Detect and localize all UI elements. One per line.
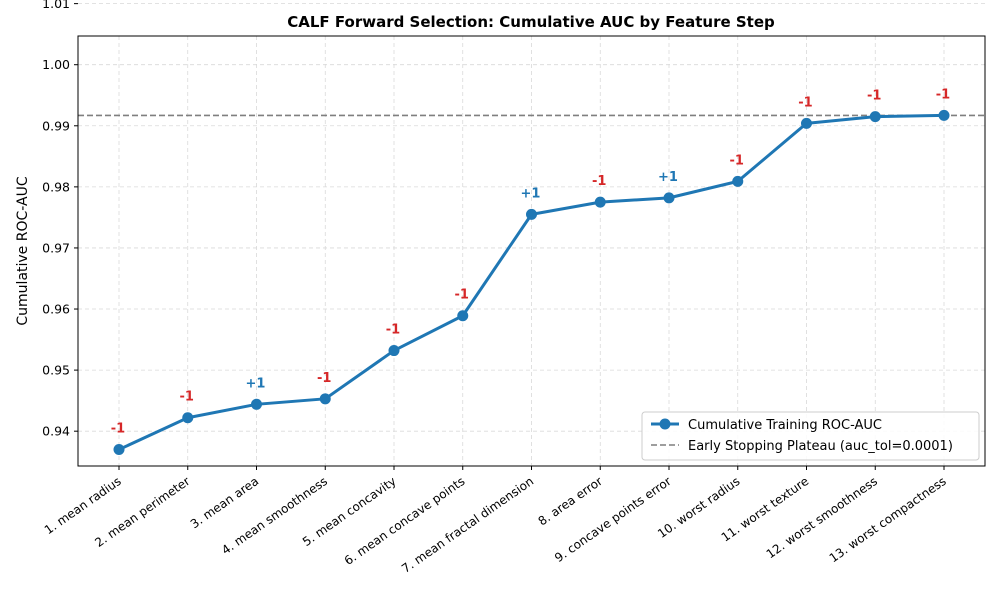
- y-tick-label: 0.98: [42, 179, 70, 194]
- sign-label: +1: [521, 186, 541, 201]
- x-tick-label: 3. mean area: [188, 474, 261, 531]
- y-tick-label: 0.99: [42, 118, 70, 133]
- data-point: [938, 109, 950, 121]
- x-tick-label: 9. concave points error: [552, 474, 674, 565]
- sign-label: -1: [111, 422, 125, 437]
- sign-label: -1: [936, 87, 950, 102]
- y-tick-label: 0.94: [42, 424, 70, 439]
- sign-label: -1: [867, 89, 881, 104]
- data-point: [869, 111, 881, 123]
- sign-label: -1: [798, 95, 812, 110]
- data-point: [457, 310, 469, 322]
- sign-label: +1: [658, 170, 678, 185]
- y-axis-label: Cumulative ROC-AUC: [15, 176, 31, 325]
- data-point: [388, 345, 400, 357]
- sign-label: -1: [455, 288, 469, 303]
- sign-label: -1: [180, 390, 194, 405]
- chart-title: CALF Forward Selection: Cumulative AUC b…: [287, 13, 775, 31]
- legend: Cumulative Training ROC-AUC Early Stoppi…: [641, 411, 980, 461]
- x-tick-label: 12. worst smoothness: [764, 474, 880, 561]
- sign-labels: -1 -1 +1 -1 -1 -1 +1 -1 +1 -1 -1 -1 -1: [111, 87, 950, 436]
- y-tick-label: 0.97: [42, 240, 70, 255]
- data-point: [526, 208, 537, 220]
- x-tick-label: 6. mean concave points: [342, 474, 468, 568]
- sign-label: -1: [317, 371, 331, 386]
- sign-label: +1: [246, 376, 266, 391]
- data-point: [113, 444, 125, 456]
- sign-label: -1: [730, 153, 744, 168]
- sign-label: -1: [386, 323, 400, 338]
- grid: [78, 3, 985, 466]
- y-tick-label: 0.96: [42, 302, 70, 317]
- data-point: [663, 192, 675, 204]
- x-tick-label: 13. worst compactness: [827, 474, 949, 565]
- legend-box: [641, 411, 980, 461]
- series-layer: [113, 109, 950, 456]
- x-tick-label: 7. mean fractal dimension: [399, 474, 536, 576]
- y-ticks: 0.94 0.95 0.96 0.97 0.98 0.99 1.00 1.01: [42, 0, 78, 439]
- data-point: [594, 196, 606, 208]
- sign-label: -1: [592, 174, 606, 189]
- x-tick-label: 8. area error: [536, 474, 605, 528]
- data-point: [182, 412, 194, 424]
- y-tick-label: 1.01: [42, 0, 70, 11]
- legend-series-marker: [659, 418, 671, 430]
- data-point: [732, 175, 744, 187]
- legend-series-label: Cumulative Training ROC-AUC: [688, 418, 882, 433]
- data-point: [801, 117, 812, 129]
- data-point: [319, 393, 331, 405]
- legend-reference-label: Early Stopping Plateau (auc_tol=0.0001): [688, 439, 953, 454]
- data-point: [251, 398, 262, 410]
- y-tick-label: 1.00: [42, 57, 70, 72]
- y-tick-label: 0.95: [42, 363, 70, 378]
